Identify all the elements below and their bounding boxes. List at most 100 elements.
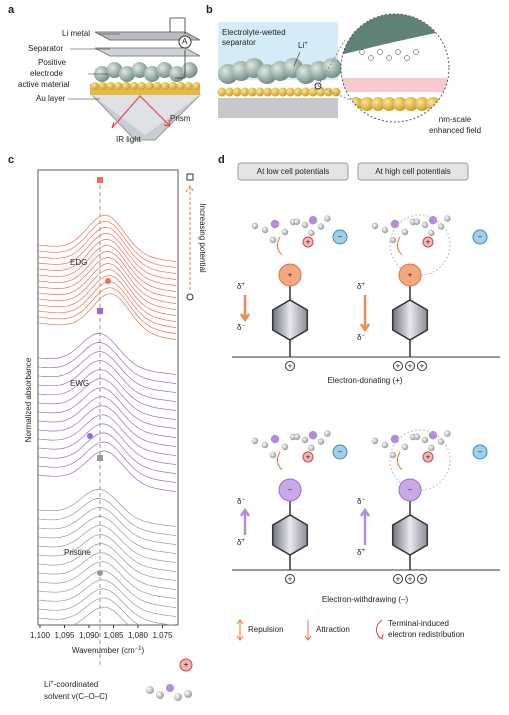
x-tick-label: 1,100 [30, 631, 51, 640]
legend-label: Repulsion [248, 625, 284, 634]
inset-border [340, 13, 450, 123]
atom [428, 444, 435, 452]
charge-label: − [408, 486, 413, 495]
panel-label: d [218, 154, 225, 166]
spectrum [38, 534, 177, 572]
charge-label: + [396, 362, 401, 371]
charge-label: + [408, 575, 413, 584]
atom [261, 441, 269, 449]
panel-label: c [8, 154, 14, 166]
active-particle [144, 66, 160, 82]
au-particle [122, 82, 131, 90]
delta-sign: − [361, 497, 365, 503]
atom [413, 218, 421, 225]
charge-circle [417, 361, 427, 371]
inset-top [341, 14, 449, 55]
atom [251, 222, 259, 230]
spectrum [38, 405, 177, 447]
spectrum [38, 251, 177, 298]
atom [371, 222, 379, 230]
au-particle [176, 82, 185, 90]
ammeter-label: A [182, 37, 188, 46]
atom [390, 434, 400, 444]
spectrum [38, 351, 177, 393]
charge-label: + [408, 362, 413, 371]
delta: δ [357, 497, 362, 506]
x-label-exp: −1 [135, 646, 143, 652]
molecule [359, 49, 365, 55]
spectrum [38, 220, 177, 268]
atom [381, 441, 389, 449]
benzene-ring [271, 299, 309, 341]
charge-circle [285, 574, 295, 584]
atom [421, 436, 429, 444]
au-particle [225, 87, 235, 97]
au-particle [232, 87, 242, 97]
x-tick-label: 1,095 [54, 631, 75, 640]
charge-circle [332, 229, 348, 245]
charge-circle [417, 574, 427, 584]
atom [156, 691, 164, 699]
spectrum [38, 214, 177, 262]
atom [324, 215, 331, 222]
spectrum [38, 543, 177, 581]
charge-label: + [306, 453, 311, 462]
charge-circle [405, 361, 415, 371]
atom [269, 236, 277, 244]
atom [428, 216, 438, 225]
charge-circle [332, 444, 348, 460]
charge-label: + [306, 238, 311, 247]
au-particle [106, 82, 115, 90]
atom [390, 219, 400, 229]
au-particle [415, 97, 429, 111]
delta-sign: − [241, 323, 245, 329]
ammeter [178, 35, 192, 49]
ir-arrows [111, 119, 171, 129]
label-electrode: active material [18, 80, 70, 89]
delta: δ [357, 333, 362, 342]
header: At high cell potentials [375, 167, 451, 176]
atom [301, 221, 309, 229]
spectrum [38, 588, 175, 625]
charge-circle [398, 263, 422, 287]
spectrum [38, 226, 177, 274]
benzene-ring [271, 514, 309, 556]
atom [270, 434, 280, 444]
spectrum [38, 244, 177, 292]
active-particle [106, 62, 123, 78]
charge-label: + [426, 238, 431, 247]
li-metal-plate [94, 31, 201, 41]
x-tick-label: 1,080 [128, 631, 149, 640]
atom [281, 443, 289, 451]
atom [301, 436, 309, 444]
charge-circle [398, 478, 422, 502]
au-particle [293, 87, 303, 97]
marker [97, 308, 103, 314]
spectrum [38, 423, 177, 465]
atom [166, 684, 174, 692]
charge-label: − [478, 448, 483, 457]
potential-arrow [185, 185, 195, 290]
charge-circle [472, 229, 488, 245]
charge-circle [278, 263, 302, 287]
au-particle [285, 87, 295, 97]
spectrum [38, 342, 177, 384]
donating-label: Electron-donating (+) [328, 376, 403, 385]
delta-sign: − [361, 333, 365, 339]
atom [413, 433, 421, 440]
legend-label: Attraction [316, 625, 350, 634]
charge-label: − [338, 448, 343, 457]
ir-label: IR light [116, 135, 142, 144]
spectrum [38, 238, 177, 286]
field-label: nm-scale [439, 115, 472, 124]
charge-label: + [420, 362, 425, 371]
spectrum [38, 269, 177, 316]
leg-attraction [304, 620, 312, 641]
atom [261, 226, 269, 234]
charge-label: − [288, 486, 293, 495]
leader [68, 33, 120, 100]
spectrum [38, 489, 177, 527]
au-particle [240, 87, 250, 97]
delta-sign: + [241, 538, 245, 544]
